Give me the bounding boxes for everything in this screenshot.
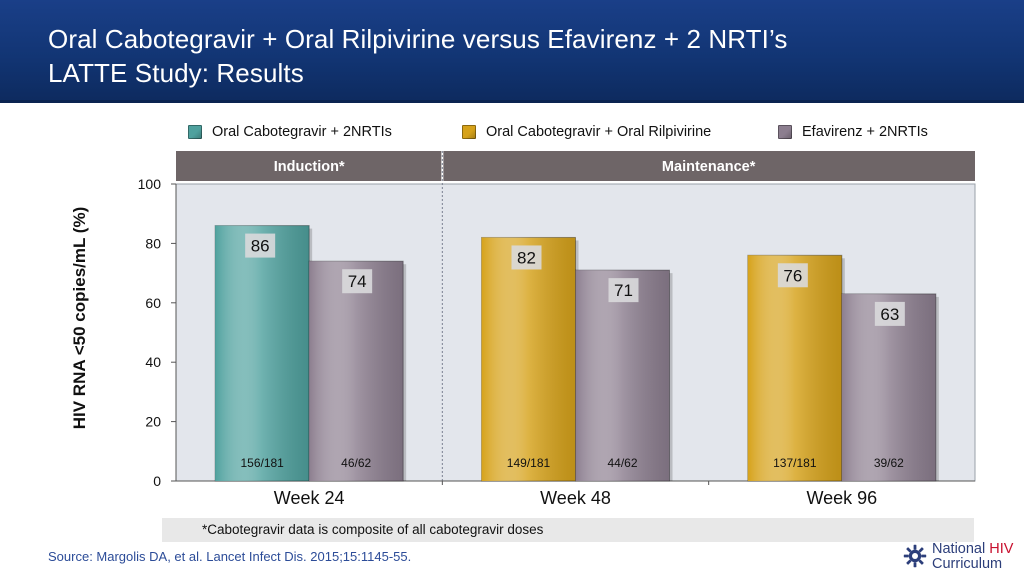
phase-band-maintenance — [443, 151, 975, 181]
bar-shine-week-48-efavirenz-2nrtis — [575, 270, 670, 481]
x-category-label-week-48: Week 48 — [540, 488, 611, 508]
slide-title-line-1: Oral Cabotegravir + Oral Rilpivirine ver… — [48, 24, 788, 54]
n-label-week-24-efavirenz-2nrtis: 46/62 — [341, 456, 371, 470]
value-label-week-24-oral-cabotegravir-2nrtis: 86 — [251, 237, 270, 256]
y-tick-label-0: 0 — [153, 473, 161, 489]
legend-item-efv-2nrti: Efavirenz + 2NRTIs — [778, 122, 928, 142]
gear-logo-icon — [903, 544, 927, 568]
value-label-week-48-oral-cabotegravir-oral-rilpivirine: 82 — [517, 248, 536, 267]
value-label-week-48-efavirenz-2nrtis: 71 — [614, 281, 633, 300]
footnote-box: *Cabotegravir data is composite of all c… — [162, 518, 974, 542]
value-label-box-week-24-oral-cabotegravir-2nrtis — [245, 233, 276, 258]
y-tick-label-100: 100 — [138, 176, 162, 192]
x-category-label-week-24: Week 24 — [274, 488, 345, 508]
value-label-box-week-96-efavirenz-2nrtis — [874, 301, 905, 326]
n-label-week-96-efavirenz-2nrtis: 39/62 — [874, 456, 904, 470]
n-label-week-24-oral-cabotegravir-2nrtis: 156/181 — [240, 456, 284, 470]
value-label-week-96-efavirenz-2nrtis: 63 — [880, 305, 899, 324]
bar-shine-week-24-efavirenz-2nrtis — [309, 261, 404, 481]
bar-shine-week-24-oral-cabotegravir-2nrtis — [215, 225, 310, 481]
legend-swatch-cab-rpv — [462, 125, 476, 139]
legend-label-efv-2nrti: Efavirenz + 2NRTIs — [802, 124, 928, 140]
y-tick-label-20: 20 — [145, 414, 161, 430]
legend-swatch-cab-2nrti — [188, 125, 202, 139]
footnote-text: *Cabotegravir data is composite of all c… — [202, 522, 544, 537]
value-label-week-24-efavirenz-2nrtis: 74 — [348, 272, 367, 291]
legend-swatch-efv-2nrti — [778, 125, 792, 139]
x-category-label-week-96: Week 96 — [806, 488, 877, 508]
value-label-box-week-24-efavirenz-2nrtis — [342, 269, 373, 294]
n-label-week-48-oral-cabotegravir-oral-rilpivirine: 149/181 — [507, 456, 551, 470]
national-hiv-curriculum-logo: National HIV Curriculum — [903, 541, 1021, 573]
y-tick-label-60: 60 — [145, 295, 161, 311]
value-label-box-week-96-oral-cabotegravir-oral-rilpivirine — [777, 263, 808, 288]
logo-text: National HIV Curriculum — [932, 542, 1013, 571]
chart-legend: Oral Cabotegravir + 2NRTIs Oral Cabotegr… — [0, 122, 1024, 142]
slide-title: Oral Cabotegravir + Oral Rilpivirine ver… — [48, 22, 787, 90]
n-label-week-96-oral-cabotegravir-oral-rilpivirine: 137/181 — [773, 456, 817, 470]
phase-band-induction — [176, 151, 442, 181]
title-bar: Oral Cabotegravir + Oral Rilpivirine ver… — [0, 0, 1024, 103]
value-label-week-96-oral-cabotegravir-oral-rilpivirine: 76 — [783, 266, 802, 285]
legend-label-cab-2nrti: Oral Cabotegravir + 2NRTIs — [212, 124, 392, 140]
value-label-box-week-48-efavirenz-2nrtis — [608, 278, 639, 303]
logo-word-curriculum: Curriculum — [932, 555, 1003, 572]
legend-label-cab-rpv: Oral Cabotegravir + Oral Rilpivirine — [486, 124, 712, 140]
bar-shine-week-48-oral-cabotegravir-oral-rilpivirine — [481, 237, 576, 481]
logo-word-hiv: HIV — [989, 541, 1014, 557]
bar-shine-week-96-oral-cabotegravir-oral-rilpivirine — [747, 255, 842, 481]
legend-item-cab-rpv: Oral Cabotegravir + Oral Rilpivirine — [462, 122, 711, 142]
y-tick-label-40: 40 — [145, 354, 161, 370]
phase-label-maintenance: Maintenance* — [662, 159, 756, 175]
value-label-box-week-48-oral-cabotegravir-oral-rilpivirine — [511, 245, 542, 270]
legend-item-cab-2nrti: Oral Cabotegravir + 2NRTIs — [188, 122, 392, 142]
slide-title-line-2: LATTE Study: Results — [48, 58, 304, 88]
phase-label-induction: Induction* — [274, 159, 345, 175]
source-citation: Source: Margolis DA, et al. Lancet Infec… — [48, 549, 412, 564]
logo-word-national: National — [932, 541, 986, 557]
n-label-week-48-efavirenz-2nrtis: 44/62 — [607, 456, 637, 470]
y-tick-label-80: 80 — [145, 235, 161, 251]
